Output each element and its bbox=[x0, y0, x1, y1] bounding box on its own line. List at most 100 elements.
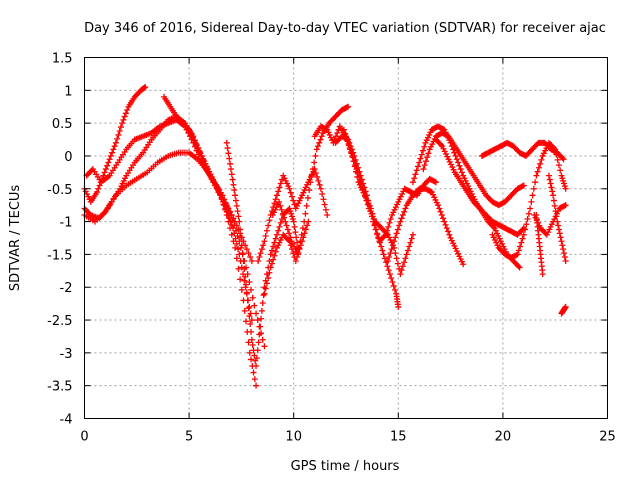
data-point bbox=[293, 234, 300, 241]
data-point bbox=[390, 282, 397, 289]
data-point bbox=[392, 234, 399, 241]
data-point bbox=[285, 236, 292, 243]
data-point bbox=[532, 179, 539, 186]
data-point bbox=[121, 113, 128, 120]
data-point bbox=[378, 243, 385, 250]
data-point bbox=[343, 134, 350, 141]
data-point bbox=[388, 275, 395, 282]
data-point bbox=[110, 146, 117, 153]
data-point bbox=[267, 264, 274, 271]
data-point bbox=[317, 185, 324, 192]
data-point bbox=[517, 243, 524, 250]
data-point bbox=[537, 160, 544, 167]
data-point bbox=[296, 246, 303, 253]
data-point bbox=[545, 172, 552, 179]
data-point bbox=[307, 179, 314, 186]
data-point bbox=[240, 257, 247, 264]
data-point bbox=[357, 177, 364, 184]
data-point bbox=[438, 212, 445, 219]
data-point bbox=[324, 212, 331, 219]
data-point bbox=[258, 246, 265, 253]
data-point bbox=[266, 217, 273, 224]
data-point bbox=[286, 185, 293, 192]
data-point bbox=[538, 156, 545, 163]
data-point bbox=[276, 184, 283, 191]
data-point bbox=[458, 169, 465, 176]
data-point bbox=[260, 242, 267, 249]
data-point bbox=[257, 323, 264, 330]
data-point bbox=[389, 278, 396, 285]
data-point bbox=[385, 267, 392, 274]
data-point bbox=[231, 230, 238, 237]
chart-title: Day 346 of 2016, Sidereal Day-to-day VTE… bbox=[84, 21, 606, 36]
data-point bbox=[460, 261, 467, 268]
data-point bbox=[431, 178, 438, 185]
data-series bbox=[432, 136, 527, 238]
data-point bbox=[424, 154, 431, 161]
y-tick-label: -4 bbox=[60, 413, 73, 428]
data-point bbox=[550, 192, 557, 199]
data-point bbox=[457, 166, 464, 173]
data-point bbox=[452, 152, 459, 159]
data-point bbox=[560, 246, 567, 253]
data-point bbox=[414, 163, 421, 170]
data-point bbox=[225, 212, 232, 219]
data-point bbox=[271, 239, 278, 246]
data-point bbox=[294, 239, 301, 246]
data-point bbox=[441, 218, 448, 225]
data-point bbox=[117, 124, 124, 131]
data-point bbox=[101, 169, 108, 176]
data-point bbox=[455, 159, 462, 166]
data-point bbox=[104, 162, 111, 169]
data-point bbox=[300, 234, 307, 241]
data-point bbox=[421, 162, 428, 169]
data-marks bbox=[81, 84, 569, 389]
data-point bbox=[287, 242, 294, 249]
data-point bbox=[238, 286, 245, 293]
data-point bbox=[122, 110, 129, 117]
data-point bbox=[342, 130, 349, 137]
data-series bbox=[311, 123, 402, 310]
data-point bbox=[299, 238, 306, 245]
data-point bbox=[396, 222, 403, 229]
data-point bbox=[184, 125, 191, 132]
data-point bbox=[443, 225, 450, 232]
data-point bbox=[245, 339, 252, 346]
data-point bbox=[225, 150, 232, 157]
data-point bbox=[105, 159, 112, 166]
data-point bbox=[95, 185, 102, 192]
data-point bbox=[562, 257, 569, 264]
data-point bbox=[277, 180, 284, 187]
data-point bbox=[409, 231, 416, 238]
data-point bbox=[110, 195, 117, 202]
data-point bbox=[261, 290, 268, 297]
data-point bbox=[384, 263, 391, 270]
data-point bbox=[102, 208, 109, 215]
data-point bbox=[436, 205, 443, 212]
data-point bbox=[372, 226, 379, 233]
data-point bbox=[392, 250, 399, 257]
data-point bbox=[520, 182, 527, 189]
data-point bbox=[305, 218, 312, 225]
data-point bbox=[529, 192, 536, 199]
data-point bbox=[233, 202, 240, 209]
data-point bbox=[243, 289, 250, 296]
data-point bbox=[562, 202, 569, 209]
data-point bbox=[404, 247, 411, 254]
data-point bbox=[391, 238, 398, 245]
data-point bbox=[437, 208, 444, 215]
data-point bbox=[248, 317, 255, 324]
data-point bbox=[124, 107, 131, 114]
y-tick-label: -1 bbox=[60, 216, 73, 231]
data-point bbox=[102, 166, 109, 173]
data-point bbox=[379, 247, 386, 254]
data-point bbox=[450, 146, 457, 153]
data-series bbox=[478, 139, 567, 163]
data-point bbox=[239, 250, 246, 257]
data-point bbox=[257, 250, 264, 257]
data-point bbox=[119, 120, 126, 127]
y-axis-label: SDTVAR / TECUs bbox=[8, 185, 23, 292]
data-point bbox=[234, 208, 241, 215]
data-point bbox=[352, 162, 359, 169]
